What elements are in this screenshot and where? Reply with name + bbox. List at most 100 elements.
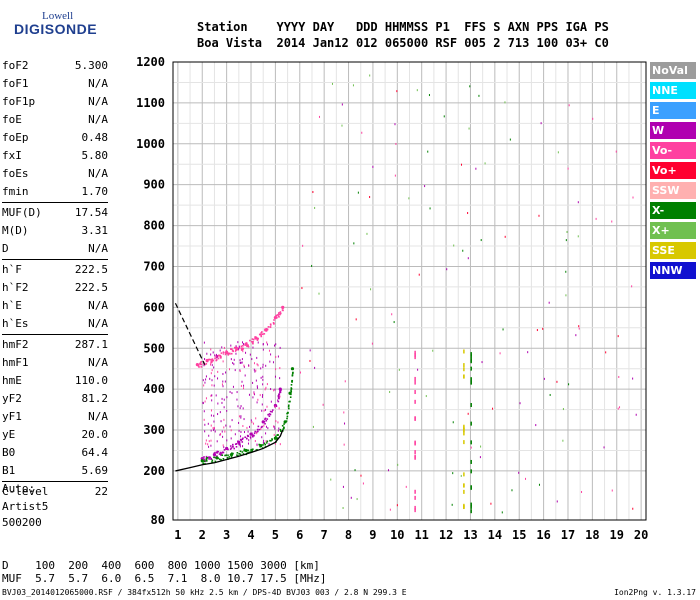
trace-dot xyxy=(214,357,216,360)
spread-dot xyxy=(262,366,264,369)
spread-dot xyxy=(210,409,212,412)
noise-dot xyxy=(632,507,634,510)
trace-dot xyxy=(208,358,210,361)
spread-dot xyxy=(226,396,228,399)
noise-dot xyxy=(446,268,448,271)
spread-dot xyxy=(230,344,232,347)
spread-dot xyxy=(240,416,242,419)
spread-dot xyxy=(208,440,210,443)
spread-dot xyxy=(207,443,209,446)
noise-dot xyxy=(372,165,374,168)
streak-dot xyxy=(414,390,416,395)
noise-dot xyxy=(369,74,371,77)
noise-dot xyxy=(603,446,605,449)
streak-dot xyxy=(414,399,416,404)
spread-dot xyxy=(256,432,258,435)
legend-entry-xplus: X+ xyxy=(650,222,696,239)
spread-dot xyxy=(217,377,219,380)
trace-dot xyxy=(286,417,288,420)
spread-dot xyxy=(214,375,216,378)
noise-dot xyxy=(425,395,427,398)
spread-dot xyxy=(237,341,239,344)
trace-dot xyxy=(279,391,281,394)
noise-dot xyxy=(394,123,396,126)
legend-entry-w: W xyxy=(650,122,696,139)
trace-dot xyxy=(210,457,213,460)
trace-dot xyxy=(231,443,234,446)
spread-dot xyxy=(279,395,281,398)
trace-dot xyxy=(230,352,233,355)
trace-dot xyxy=(262,444,264,446)
x-tick-label: 3 xyxy=(223,528,230,542)
spread-dot xyxy=(240,435,242,438)
noise-dot xyxy=(577,235,579,238)
trace-dot xyxy=(246,434,249,437)
spread-dot xyxy=(261,403,263,406)
spread-dot xyxy=(239,361,241,364)
trace-dot xyxy=(273,322,275,325)
noise-dot xyxy=(389,390,391,393)
noise-dot xyxy=(556,380,558,383)
noise-dot xyxy=(632,196,634,199)
trace-dot xyxy=(236,454,238,456)
spread-dot xyxy=(204,381,206,384)
noise-dot xyxy=(429,207,431,210)
trace-dot xyxy=(285,420,288,422)
trace-dot xyxy=(260,334,262,336)
streak-dot xyxy=(470,502,472,507)
trace-dot xyxy=(251,450,254,452)
spread-dot xyxy=(231,419,233,422)
spread-dot xyxy=(225,371,227,374)
trace-dot xyxy=(287,405,290,408)
param-value: N/A xyxy=(88,317,108,330)
trace-dot xyxy=(227,352,229,355)
trace-dot xyxy=(220,453,222,455)
spread-dot xyxy=(236,391,238,394)
spread-dot xyxy=(277,421,279,424)
legend-entry-voplus: Vo+ xyxy=(650,162,696,179)
spread-dot xyxy=(275,420,277,423)
param-label: MUF(D) xyxy=(2,206,42,219)
spread-dot xyxy=(248,364,250,367)
trace-dot xyxy=(239,453,242,456)
spread-dot xyxy=(217,413,219,416)
noise-dot xyxy=(302,244,304,247)
spread-dot xyxy=(257,364,259,367)
legend-entry-ssw: SSW xyxy=(650,182,696,199)
noise-dot xyxy=(312,425,314,428)
trace-dot xyxy=(225,454,228,456)
noise-dot xyxy=(362,482,364,485)
noise-dot xyxy=(460,474,462,477)
spread-dot xyxy=(211,384,213,387)
spread-dot xyxy=(275,343,277,346)
spread-dot xyxy=(257,398,259,401)
data-point-xminus xyxy=(273,436,278,440)
spread-dot xyxy=(241,358,243,361)
param-label: B1 xyxy=(2,464,16,477)
param-row: h`F 222.5 xyxy=(2,261,108,279)
spread-dot xyxy=(222,380,224,383)
trace-dot xyxy=(279,311,282,313)
spread-dot xyxy=(250,419,252,422)
noise-dot xyxy=(469,85,471,88)
spread-dot xyxy=(205,397,207,400)
trace-dot xyxy=(252,448,254,451)
noise-dot xyxy=(318,292,320,295)
spread-dot xyxy=(252,396,254,399)
trace-dot xyxy=(283,427,285,429)
trace-dot xyxy=(251,434,254,436)
noise-dot xyxy=(467,212,469,215)
noise-dot xyxy=(467,412,469,415)
noise-dot xyxy=(318,115,320,118)
param-label: h`F xyxy=(2,263,22,276)
param-row: hmF2 287.1 xyxy=(2,336,108,354)
spread-dot xyxy=(262,383,264,386)
noise-dot xyxy=(342,485,344,488)
spread-dot xyxy=(255,379,257,382)
trace-dot xyxy=(205,363,208,365)
spread-dot xyxy=(222,444,224,447)
spread-dot xyxy=(262,343,264,346)
spread-dot xyxy=(230,429,232,432)
streak-dot xyxy=(470,459,472,464)
param-label: hmF2 xyxy=(2,338,29,351)
